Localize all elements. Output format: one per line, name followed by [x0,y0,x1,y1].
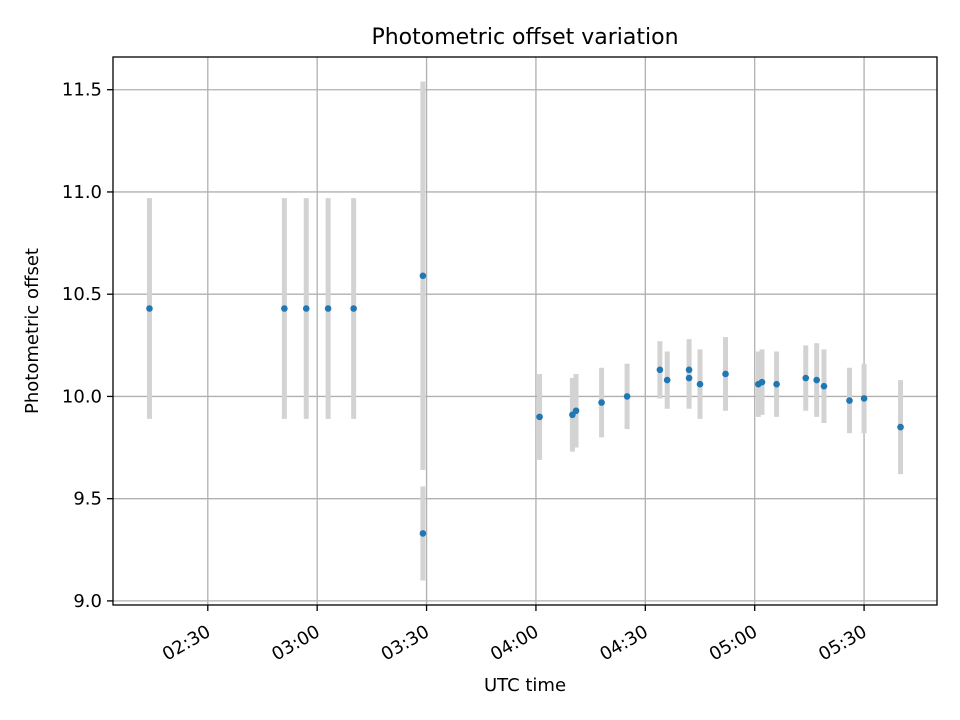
data-point [663,376,671,384]
data-point [419,272,427,280]
y-tick-label: 10.5 [62,284,102,305]
y-axis-ticks: 9.0 9.5 10.0 10.5 11.0 11.5 [62,80,113,612]
data-point [802,374,810,382]
data-point [324,305,332,312]
data-point [302,305,310,312]
data-point [722,370,729,378]
y-tick-label: 11.5 [62,80,102,101]
data-point [773,380,780,388]
data-point [350,305,357,312]
data-points [146,272,904,537]
data-point [623,393,631,400]
plot-frame [112,56,938,606]
data-point [536,413,543,421]
chart-title: Photometric offset variation [371,25,678,50]
y-tick-label: 10.0 [62,386,102,407]
y-tick-label: 9.0 [73,591,102,612]
data-point [860,395,868,402]
x-axis-ticks: 02:30 03:00 03:30 04:00 04:30 05:00 05:30 [159,605,871,665]
data-point [281,305,288,312]
data-point [820,382,828,390]
y-tick-label: 11.0 [62,182,102,203]
y-axis-title: Photometric offset [22,248,43,414]
data-point [146,305,153,312]
data-point [685,374,693,382]
data-point [897,423,904,431]
data-point [656,366,664,374]
gridlines [113,57,937,605]
x-axis-title: UTC time [484,675,566,696]
data-point [813,376,820,384]
y-tick-label: 9.5 [73,489,102,510]
data-point [572,407,580,415]
data-point [598,399,605,406]
data-point [846,397,853,404]
data-point [685,366,693,374]
data-point [758,378,766,386]
data-point [419,530,427,537]
data-point [696,380,704,388]
